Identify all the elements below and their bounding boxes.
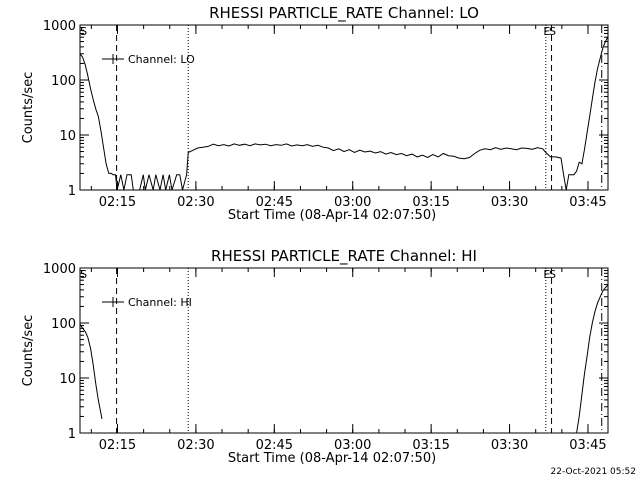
y-tick-label: 1 (68, 427, 76, 442)
x-tick-label: 02:30 (177, 195, 214, 210)
y-tick-label: 100 (51, 317, 76, 332)
y-tick-label: 1000 (43, 19, 76, 34)
event-marker-label: S (549, 268, 556, 281)
x-axis-label: Start Time (08-Apr-14 02:07:50) (228, 208, 436, 223)
y-tick-label: 10 (59, 129, 76, 144)
y-tick-label: 10 (59, 372, 76, 387)
chart-title: RHESSI PARTICLE_RATE Channel: HI (211, 247, 477, 266)
x-tick-label: 03:00 (334, 195, 371, 210)
series-line (80, 323, 103, 420)
x-tick-label: 03:45 (569, 438, 606, 453)
y-axis-label: Counts/sec (21, 72, 36, 144)
event-marker-label: S (80, 25, 87, 38)
x-axis-label: Start Time (08-Apr-14 02:07:50) (228, 451, 436, 466)
y-tick-label: 1000 (43, 262, 76, 277)
event-marker-label: S (80, 268, 87, 281)
footer-timestamp: 22-Oct-2021 05:52 (551, 467, 636, 477)
event-marker-label: E (543, 25, 550, 38)
plot-frame (79, 24, 609, 191)
x-tick-label: 03:15 (412, 195, 449, 210)
series-line (576, 284, 608, 433)
x-tick-label: 02:45 (256, 195, 293, 210)
x-tick-label: 03:30 (491, 195, 528, 210)
y-tick-label: 1 (68, 184, 76, 199)
chart-title: RHESSI PARTICLE_RATE Channel: LO (209, 4, 479, 23)
series-line (80, 35, 608, 190)
x-tick-label: 03:15 (412, 438, 449, 453)
legend-label: Channel: HI (128, 296, 192, 309)
chart-panel-lo: RHESSI PARTICLE_RATE Channel: LO 1 10 100 10… (21, 4, 609, 223)
y-axis-label: Counts/sec (21, 315, 36, 387)
event-marker-label: E (543, 268, 550, 281)
x-tick-label: 02:45 (256, 438, 293, 453)
x-tick-label: 03:30 (491, 438, 528, 453)
chart-panel-hi: RHESSI PARTICLE_RATE Channel: HI 1 10 100 10… (21, 247, 609, 466)
x-tick-label: 02:15 (99, 438, 136, 453)
y-tick-label: 100 (51, 74, 76, 89)
x-tick-label: 02:30 (177, 438, 214, 453)
x-tick-label: 02:15 (99, 195, 136, 210)
x-tick-label: 03:00 (334, 438, 371, 453)
event-marker-label: S (549, 25, 556, 38)
plot-frame (79, 267, 609, 434)
legend-label: Channel: LO (128, 53, 195, 66)
x-tick-label: 03:45 (569, 195, 606, 210)
